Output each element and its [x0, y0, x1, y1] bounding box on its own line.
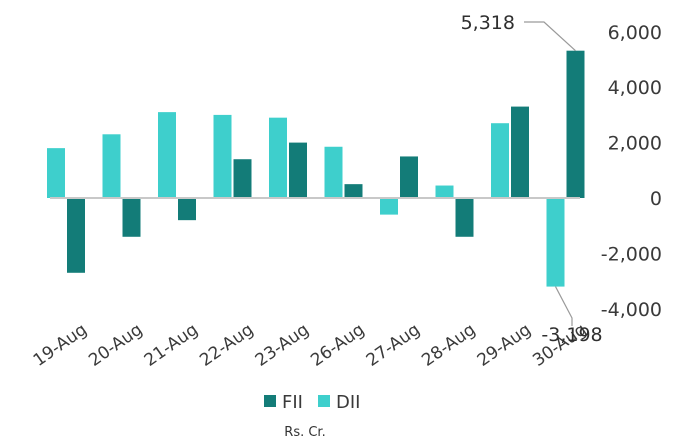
x-tick-label: 27-Aug: [363, 320, 424, 371]
legend: FII DII: [264, 392, 360, 413]
legend-label-fii: FII: [282, 392, 303, 413]
x-tick-label: 29-Aug: [474, 320, 535, 371]
bar-dii-29-aug: [491, 123, 509, 198]
y-tick-label: 4,000: [608, 77, 662, 99]
bar-fii-23-aug: [289, 142, 307, 198]
legend-label-dii: DII: [336, 392, 360, 413]
bar-fii-21-aug: [178, 198, 196, 221]
bar-dii-26-aug: [324, 146, 343, 198]
x-tick-label: 28-Aug: [418, 320, 479, 371]
data-labels: 5,318 -3,198: [461, 12, 603, 346]
y-tick-label: -4,000: [601, 299, 662, 321]
units-caption: Rs. Cr.: [284, 425, 325, 439]
bar-fii-20-aug: [122, 198, 141, 237]
bars-group: [47, 50, 585, 287]
bar-fii-22-aug: [233, 159, 252, 198]
bar-dii-27-aug: [380, 198, 398, 215]
x-tick-label: 22-Aug: [196, 320, 257, 371]
bar-dii-19-aug: [47, 148, 65, 198]
y-tick-label: 2,000: [608, 133, 662, 155]
data-label-leader: [554, 286, 573, 326]
bar-dii-30-aug: [546, 198, 565, 287]
bar-dii-23-aug: [269, 117, 287, 198]
legend-swatch-fii: [264, 395, 276, 407]
bar-fii-29-aug: [511, 106, 529, 198]
y-axis: 6,000 4,000 2,000 0 -2,000 -4,000: [601, 22, 662, 321]
bar-dii-28-aug: [435, 185, 454, 198]
bar-fii-28-aug: [455, 198, 474, 237]
bar-dii-21-aug: [158, 112, 176, 198]
x-axis: 19-Aug20-Aug21-Aug22-Aug23-Aug26-Aug27-A…: [30, 320, 591, 371]
legend-swatch-dii: [318, 395, 330, 407]
bar-dii-20-aug: [102, 134, 121, 198]
data-label-dii-30-aug: -3,198: [541, 324, 602, 346]
y-tick-label: 0: [650, 188, 662, 210]
data-label-leader: [524, 21, 576, 52]
x-tick-label: 19-Aug: [30, 320, 91, 371]
data-label-fii-30-aug: 5,318: [461, 12, 515, 34]
x-tick-label: 26-Aug: [307, 320, 368, 371]
x-tick-label: 21-Aug: [141, 320, 202, 371]
y-tick-label: -2,000: [601, 243, 662, 265]
x-tick-label: 23-Aug: [252, 320, 313, 371]
bar-fii-27-aug: [400, 156, 418, 198]
x-tick-label: 20-Aug: [85, 320, 146, 371]
y-tick-label: 6,000: [608, 22, 662, 44]
bar-fii-26-aug: [344, 184, 363, 198]
bar-dii-22-aug: [213, 114, 232, 198]
bar-fii-19-aug: [67, 198, 85, 273]
bar-fii-30-aug: [566, 50, 585, 198]
